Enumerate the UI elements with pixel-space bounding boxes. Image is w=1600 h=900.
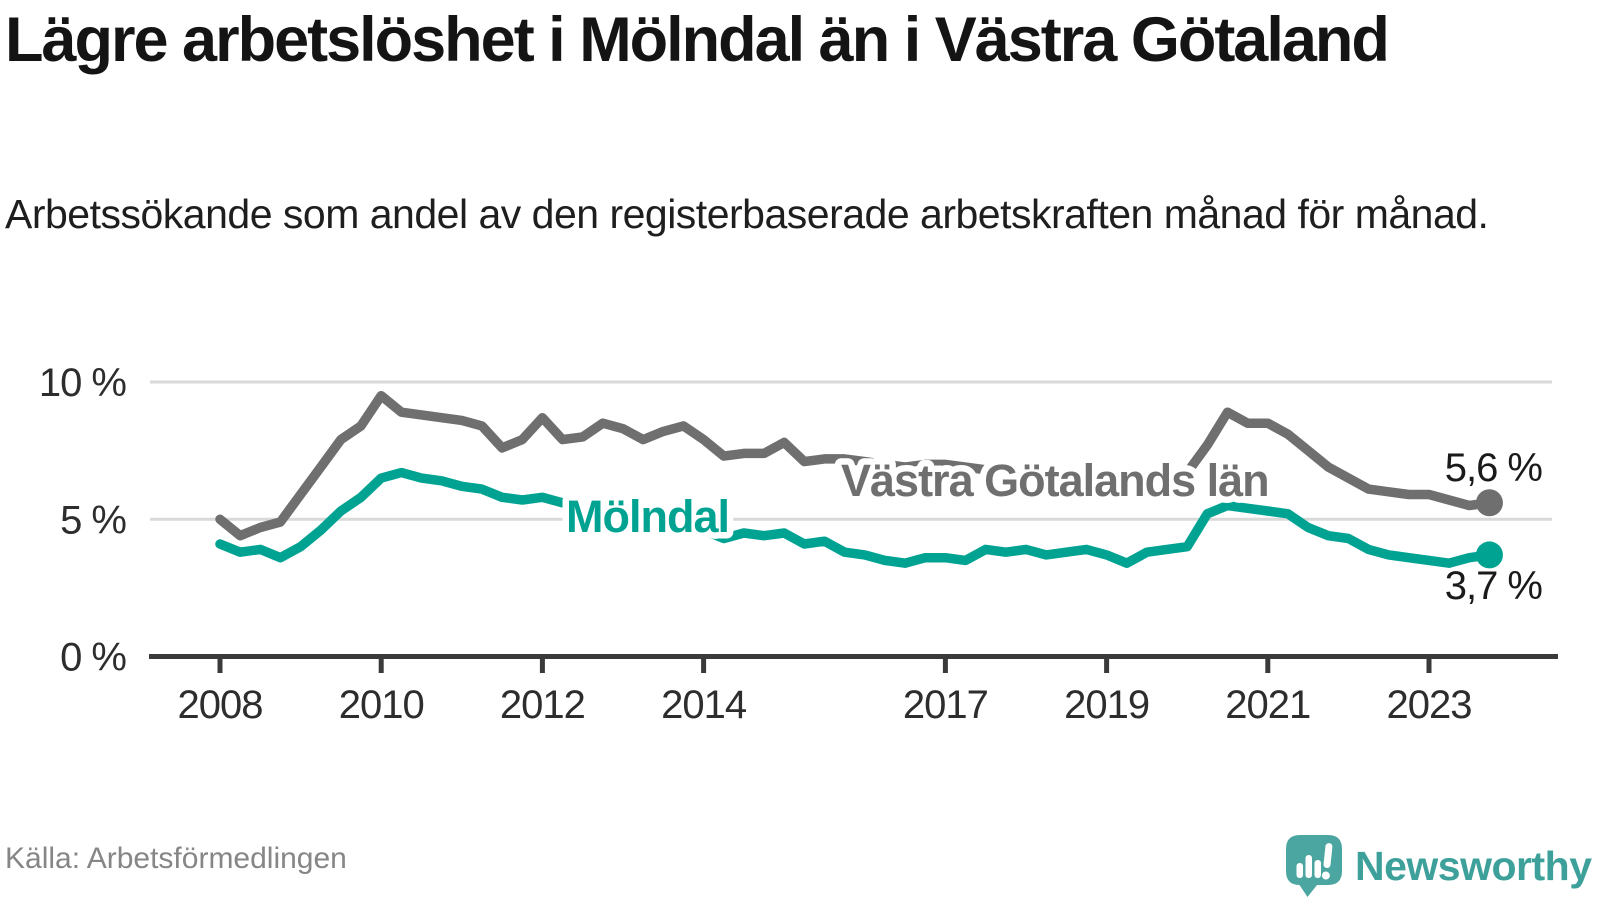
logo-bar-1	[1296, 863, 1303, 878]
chart-subtitle: Arbetssökande som andel av den registerb…	[5, 191, 1489, 237]
end-value-label-vastra-gotalands-lan: 5,6 %	[1445, 446, 1543, 490]
source-attribution: Källa: Arbetsförmedlingen	[5, 842, 347, 875]
logo-bar-3	[1314, 860, 1321, 878]
y-tick-label: 5 %	[60, 498, 126, 542]
series-label-molndal: Mölndal	[566, 491, 729, 542]
page-title: Lägre arbetslöshet i Mölndal än i Västra…	[5, 5, 1390, 75]
y-tick-label: 10 %	[39, 361, 127, 405]
newsworthy-logo: Newsworthy	[1286, 835, 1592, 898]
series-label-vastra-gotalands-lan: Västra Götalands län	[841, 455, 1269, 506]
newsworthy-bubble-icon	[1286, 835, 1342, 897]
end-value-label-molndal: 3,7 %	[1445, 564, 1543, 608]
end-dot-molndal	[1475, 541, 1503, 569]
series-line-molndal	[215, 467, 1495, 568]
x-tick-label: 2023	[1387, 683, 1472, 727]
y-tick-label: 0 %	[60, 636, 126, 680]
x-tick-label: 2012	[500, 683, 585, 727]
y-axis-labels: 0 % 5 % 10 %	[39, 361, 128, 680]
speech-bubble-shape	[1286, 835, 1342, 897]
y-gridlines	[150, 380, 1552, 521]
x-tick-label: 2017	[903, 683, 988, 727]
x-tick-label: 2019	[1064, 683, 1149, 727]
x-axis-labels: 2008 2010 2012 2014 2017 2019 2021 2023	[178, 683, 1473, 727]
end-dot-vastra-gotalands-lan	[1475, 489, 1503, 517]
series-line-vastra-gotalands-lan	[215, 390, 1495, 541]
x-tick-label: 2021	[1225, 683, 1310, 727]
x-tick-label: 2010	[339, 683, 424, 727]
logo-exclamation	[1321, 843, 1333, 880]
x-tick-label: 2008	[178, 683, 263, 727]
brand-name: Newsworthy	[1355, 843, 1592, 889]
x-tick-label: 2014	[661, 683, 747, 727]
x-axis-ticks	[217, 657, 1432, 673]
logo-bar-2	[1305, 855, 1312, 878]
